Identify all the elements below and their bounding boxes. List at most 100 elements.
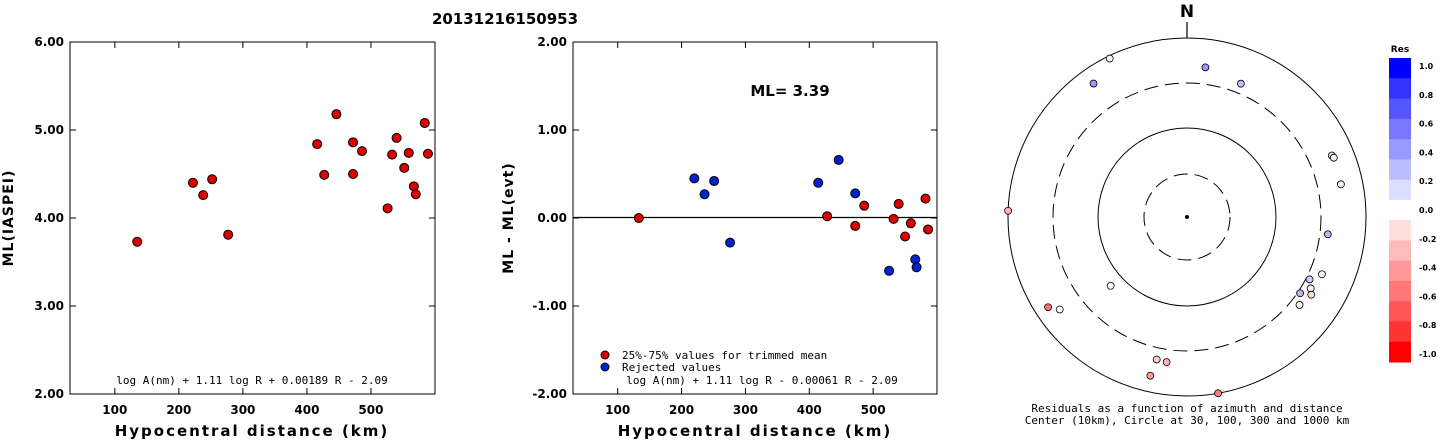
data-point [422,148,433,159]
colorbar-cell [1389,159,1411,181]
data-point [911,262,922,273]
y-tick-label: 2.00 [537,35,567,49]
y-axis-label: ML - ML(evt) [501,162,517,273]
colorbar-cell [1389,301,1411,322]
colorbar-tick-label: 0.8 [1419,91,1434,100]
residual-point [1307,290,1316,299]
colorbar-tick-label: 1.0 [1419,62,1434,71]
residual-point [1201,63,1210,72]
data-point [923,224,934,235]
data-point [813,177,824,188]
x-tick-label: 100 [102,403,127,417]
residual-point [1106,281,1115,290]
x-tick-label: 400 [294,403,319,417]
ring-30km [1143,173,1231,261]
colorbar-tick-label: 0.6 [1419,120,1434,129]
colorbar-cell [1389,220,1411,241]
data-point [187,177,198,188]
data-point [822,211,833,222]
y-tick-label: 5.00 [34,123,64,137]
colorbar-cell [1389,280,1411,302]
figure-title: 20131216150953 [432,10,578,28]
panel-residual-vs-distance: -2.00 -1.00 0.00 1.00 2.00 100 200 300 400 500 M… [501,35,938,440]
data-point [132,236,143,247]
data-points [132,109,433,247]
y-tick-label: 4.00 [34,211,64,225]
panel-ml-vs-distance: 2.00 3.00 4.00 5.00 6.00 100 200 300 400 500 ML(… [1,35,436,440]
residual-point [1323,230,1332,239]
colorbar-tick-label: -0.2 [1419,235,1437,244]
data-point [900,231,911,242]
data-point [893,198,904,209]
data-point [399,162,410,173]
colorbar-cells [1389,58,1411,363]
ring-100km [1097,127,1277,307]
colorbar-cell [1389,78,1411,100]
data-point [850,188,861,199]
ml-annotation: ML= 3.39 [750,82,829,100]
formula-text: log A(nm) + 1.11 log R + 0.00189 R - 2.0… [116,374,388,387]
formula-text: log A(nm) + 1.11 log R - 0.00061 R - 2.0… [626,374,898,387]
plot-frame [69,41,436,395]
caption-line-2: Center (10km), Circle at 30, 100, 300 an… [1025,414,1350,427]
north-label: N [1180,2,1194,22]
panel-azimuth-plot: N Residuals as a function of azimuth and… [1004,2,1367,427]
data-point [312,139,323,150]
colorbar-tick-label: 0.0 [1419,206,1434,215]
data-point [223,229,234,240]
residual-point [1105,54,1114,63]
colorbar: Res 1.0 0.8 0.6 0.4 0.2 0.0 -0.2 -0.4 -0.6 -0.8 -1… [1389,45,1437,363]
colorbar-cell [1389,139,1411,160]
data-point [888,213,899,224]
y-axis-ticks: 2.00 3.00 4.00 5.00 6.00 [34,35,435,401]
data-point [699,189,710,200]
x-tick-label: 400 [797,403,822,417]
legend: 25%-75% values for trimmed mean Rejected… [600,349,827,374]
x-tick-label: 500 [358,403,383,417]
data-point [833,154,844,165]
residual-point [1044,303,1052,312]
ring-300km [1052,82,1322,352]
ring-1000km [1007,37,1367,397]
residual-point [1336,180,1345,189]
data-point [419,117,430,128]
residual-point [1295,301,1304,309]
residual-point [1318,270,1326,279]
colorbar-tick-label: -1.0 [1419,350,1437,359]
residual-point [1305,275,1314,284]
caption-line-1: Residuals as a function of azimuth and d… [1031,402,1342,415]
legend-label-trimmed: 25%-75% values for trimmed mean [622,349,827,362]
residual-point [1089,79,1098,88]
data-points [633,154,934,276]
colorbar-tick-label: 0.2 [1419,177,1433,186]
data-point [348,169,359,179]
x-tick-label: 300 [733,403,758,417]
residual-point [1214,389,1222,398]
colorbar-ticks: 1.0 0.8 0.6 0.4 0.2 0.0 -0.2 -0.4 -0.6 -0.8 -1.0 [1419,62,1437,359]
x-tick-label: 300 [230,403,255,417]
colorbar-cell [1389,341,1411,363]
data-point [859,200,870,211]
data-point [382,203,393,214]
colorbar-cell [1389,179,1411,201]
data-point [709,176,720,187]
y-tick-label: -2.00 [532,387,567,401]
x-axis-ticks: 100 200 300 400 500 [102,42,383,417]
data-point [319,169,330,180]
x-tick-label: 200 [669,403,694,417]
data-point [850,220,861,231]
data-point [331,109,342,120]
y-tick-label: 6.00 [34,35,64,49]
data-point [357,146,367,157]
colorbar-cell [1389,260,1411,282]
residual-point [1236,79,1245,88]
data-point [905,218,916,229]
data-point [410,189,421,200]
colorbar-tick-label: -0.8 [1419,321,1437,330]
y-tick-label: 0.00 [537,211,567,225]
residual-points [1004,54,1345,398]
colorbar-cell [1389,321,1411,343]
residual-point [1296,289,1304,298]
data-point [920,193,931,204]
